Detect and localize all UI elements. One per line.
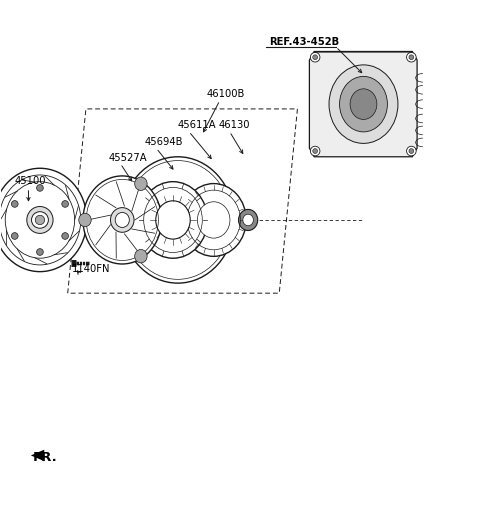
Ellipse shape [32,212,48,228]
Ellipse shape [83,176,161,264]
Circle shape [407,146,416,156]
Ellipse shape [36,184,43,191]
Text: 45527A: 45527A [108,153,147,163]
Circle shape [407,53,416,62]
Circle shape [311,53,320,62]
Text: 45100: 45100 [15,176,47,186]
Ellipse shape [139,182,207,258]
Ellipse shape [5,182,75,258]
Text: FR.: FR. [33,451,58,464]
Text: 46100B: 46100B [206,89,245,99]
Ellipse shape [115,213,129,227]
Ellipse shape [12,233,18,239]
Circle shape [409,55,414,60]
Ellipse shape [329,65,398,143]
Ellipse shape [135,249,147,263]
Ellipse shape [35,215,45,225]
Text: REF.43-452B: REF.43-452B [269,37,339,46]
Circle shape [313,55,318,60]
Text: 46130: 46130 [218,121,250,130]
Ellipse shape [27,207,53,233]
Ellipse shape [36,248,43,256]
Text: 1140FN: 1140FN [72,264,110,274]
Ellipse shape [243,214,253,226]
Ellipse shape [350,89,377,120]
Ellipse shape [181,184,246,257]
Ellipse shape [197,202,230,238]
Text: 45611A: 45611A [178,121,216,130]
Circle shape [313,148,318,154]
Ellipse shape [110,208,134,232]
Ellipse shape [62,233,69,239]
Ellipse shape [156,201,190,239]
Ellipse shape [79,213,91,227]
Circle shape [311,146,320,156]
Polygon shape [310,52,417,157]
Polygon shape [31,449,44,461]
Ellipse shape [339,76,387,132]
Ellipse shape [0,168,87,272]
Ellipse shape [62,200,69,207]
Ellipse shape [239,210,258,230]
Text: 45694B: 45694B [144,137,183,147]
Ellipse shape [12,200,18,207]
Ellipse shape [135,177,147,190]
Circle shape [409,148,414,154]
